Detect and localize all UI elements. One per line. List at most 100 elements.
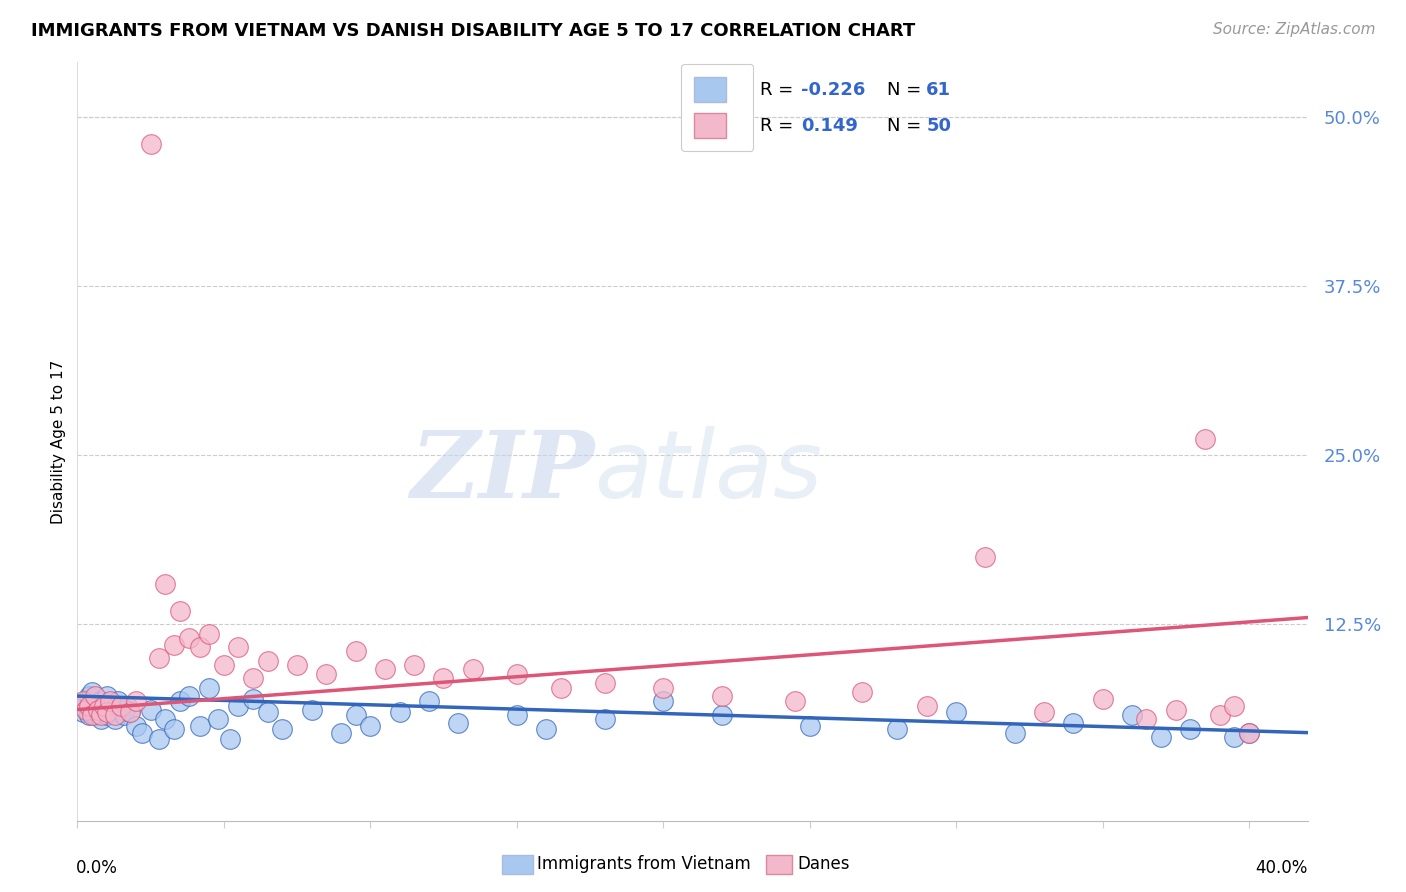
- Text: -0.226: -0.226: [801, 81, 865, 99]
- Point: [75, 703, 97, 717]
- Point: [506, 667, 529, 681]
- Point: [93, 698, 115, 713]
- Point: [344, 708, 367, 723]
- Point: [1223, 730, 1246, 744]
- Point: [447, 716, 470, 731]
- Point: [315, 667, 337, 681]
- Point: [163, 722, 186, 736]
- Point: [851, 685, 873, 699]
- Text: Immigrants from Vietnam: Immigrants from Vietnam: [537, 855, 751, 873]
- Text: N =: N =: [887, 81, 927, 99]
- Point: [915, 698, 938, 713]
- Point: [461, 662, 484, 676]
- Point: [77, 708, 100, 723]
- Point: [212, 657, 235, 672]
- Point: [120, 706, 141, 720]
- Point: [77, 698, 100, 713]
- Text: IMMIGRANTS FROM VIETNAM VS DANISH DISABILITY AGE 5 TO 17 CORRELATION CHART: IMMIGRANTS FROM VIETNAM VS DANISH DISABI…: [31, 22, 915, 40]
- Text: R =: R =: [761, 81, 799, 99]
- Point: [1237, 725, 1260, 739]
- Point: [1164, 703, 1187, 717]
- Point: [87, 703, 110, 717]
- Point: [125, 719, 148, 733]
- Point: [112, 708, 135, 723]
- Point: [84, 689, 107, 703]
- Point: [139, 703, 162, 717]
- Text: Source: ZipAtlas.com: Source: ZipAtlas.com: [1212, 22, 1375, 37]
- Point: [110, 703, 132, 717]
- Point: [242, 691, 264, 706]
- Point: [207, 712, 229, 726]
- Point: [80, 685, 103, 699]
- Point: [242, 672, 264, 686]
- Point: [87, 706, 110, 720]
- Point: [131, 725, 153, 739]
- Point: [301, 703, 323, 717]
- Point: [177, 689, 200, 703]
- Point: [90, 694, 112, 708]
- Point: [72, 694, 94, 708]
- Point: [1180, 722, 1202, 736]
- Point: [271, 722, 294, 736]
- Point: [1209, 708, 1232, 723]
- Point: [593, 675, 616, 690]
- Point: [783, 694, 806, 708]
- Point: [256, 706, 278, 720]
- Text: 40.0%: 40.0%: [1256, 858, 1308, 877]
- Point: [974, 549, 997, 564]
- Point: [218, 732, 240, 747]
- Point: [799, 719, 821, 733]
- Point: [96, 708, 118, 723]
- Point: [90, 712, 112, 726]
- Text: 61: 61: [927, 81, 952, 99]
- Point: [153, 712, 177, 726]
- Point: [710, 708, 733, 723]
- Point: [120, 706, 141, 720]
- Point: [169, 604, 191, 618]
- Point: [344, 644, 367, 658]
- Point: [945, 706, 967, 720]
- Point: [359, 719, 381, 733]
- Point: [98, 694, 121, 708]
- Point: [69, 698, 91, 713]
- Point: [125, 694, 148, 708]
- Point: [96, 689, 118, 703]
- Point: [107, 694, 129, 708]
- Point: [1033, 706, 1056, 720]
- Point: [110, 698, 132, 713]
- Point: [148, 732, 170, 747]
- Point: [1004, 725, 1026, 739]
- Point: [652, 681, 675, 695]
- Point: [169, 694, 191, 708]
- Point: [198, 681, 221, 695]
- Point: [177, 631, 200, 645]
- Point: [101, 706, 124, 720]
- Point: [593, 712, 616, 726]
- Point: [652, 694, 675, 708]
- Point: [550, 681, 572, 695]
- Point: [329, 725, 352, 739]
- Text: Danes: Danes: [797, 855, 849, 873]
- Point: [1237, 725, 1260, 739]
- Point: [374, 662, 396, 676]
- Text: 0.0%: 0.0%: [76, 858, 118, 877]
- Point: [80, 708, 103, 723]
- Text: 50: 50: [927, 117, 952, 135]
- Point: [104, 708, 127, 723]
- Point: [1062, 716, 1084, 731]
- Point: [84, 708, 107, 723]
- Point: [80, 703, 103, 717]
- Point: [148, 651, 170, 665]
- Point: [96, 706, 118, 720]
- Text: atlas: atlas: [595, 426, 823, 517]
- Point: [1150, 730, 1173, 744]
- Point: [285, 657, 308, 672]
- Point: [188, 640, 212, 655]
- Point: [198, 627, 221, 641]
- Point: [115, 698, 138, 713]
- Text: 0.149: 0.149: [801, 117, 858, 135]
- Point: [93, 703, 115, 717]
- Point: [188, 719, 212, 733]
- Point: [98, 698, 121, 713]
- Point: [432, 672, 454, 686]
